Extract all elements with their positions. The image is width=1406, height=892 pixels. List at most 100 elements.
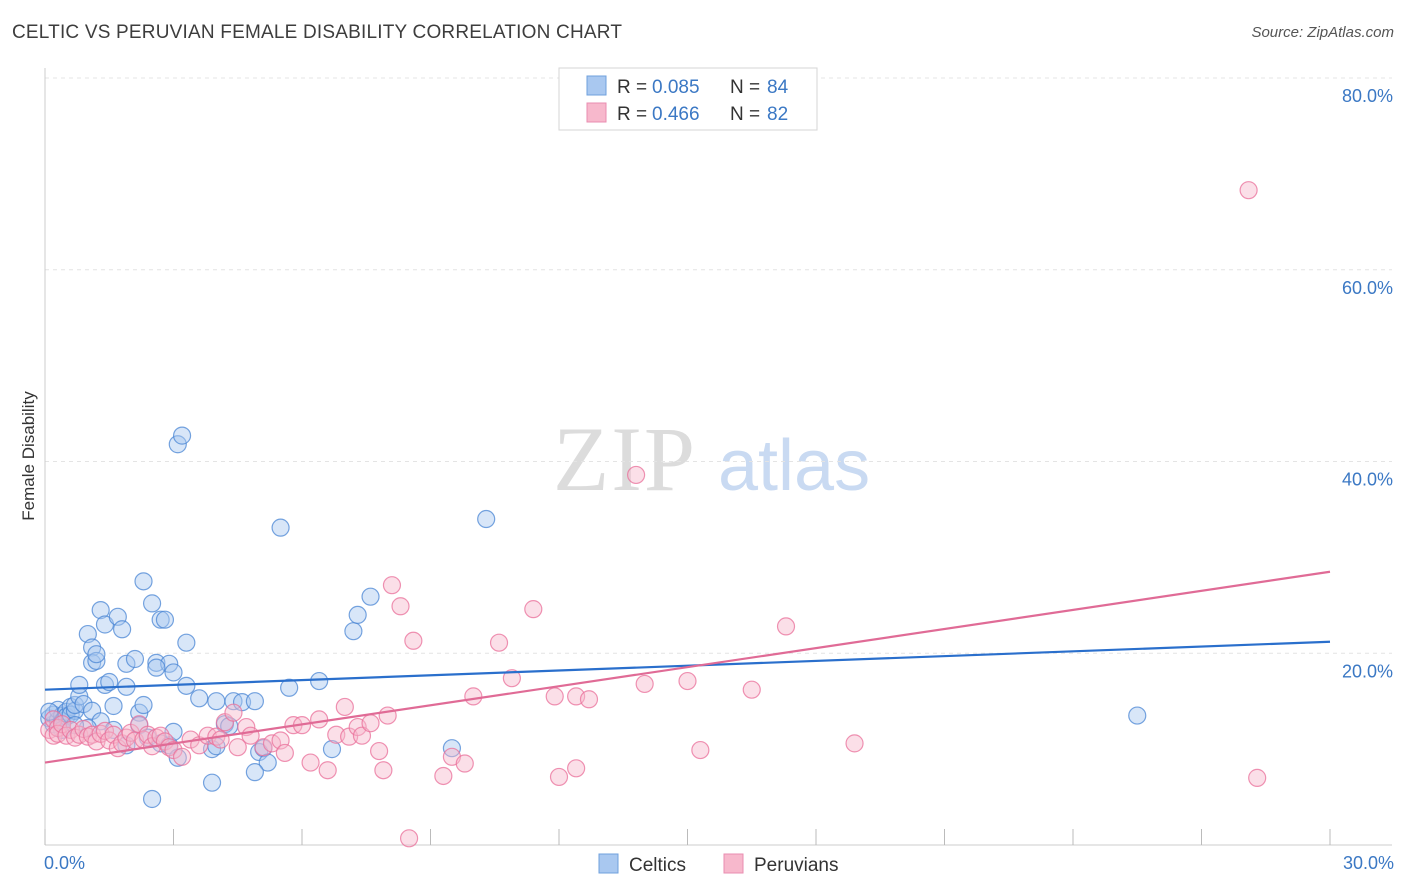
celtics-point	[134, 572, 153, 591]
x-tick-label-min: 0.0%	[44, 853, 85, 873]
peruvians-point	[378, 706, 397, 725]
celtics-point	[151, 610, 170, 629]
peruvians-point	[211, 730, 230, 749]
legend-box: R = 0.085 N = 84 R = 0.466 N = 82	[558, 67, 818, 131]
celtics-point	[147, 658, 166, 677]
celtics-point	[155, 610, 175, 629]
celtics-point	[361, 587, 380, 606]
celtics-point	[177, 676, 196, 695]
legend-r-value-2: 0.466	[652, 104, 700, 125]
watermark-zip: ZIP	[553, 408, 697, 510]
peruvians-point	[502, 669, 521, 688]
legend-r-value-1: 0.085	[652, 77, 700, 98]
bottom-legend: Celtics Peruvians	[598, 853, 839, 876]
y-tick-label: 60.0%	[1342, 278, 1393, 298]
peruvians-point	[626, 465, 646, 485]
celtics-point	[164, 663, 183, 682]
celtics-point	[78, 624, 97, 644]
legend-swatch-celtics	[586, 75, 607, 96]
legend-swatch-peruvians	[586, 102, 607, 123]
peruvians-point	[545, 687, 564, 706]
celtics-point	[202, 773, 222, 792]
peruvians-point	[691, 740, 710, 760]
peruvians-point	[44, 710, 63, 729]
peruvians-point	[391, 597, 410, 616]
celtics-point	[87, 645, 106, 664]
peruvians-point	[172, 747, 192, 766]
celtics-point	[104, 696, 123, 716]
celtics-point	[280, 678, 299, 697]
peruvians-point	[678, 671, 697, 691]
celtics-point	[117, 654, 136, 673]
watermark-atlas: atlas	[718, 426, 870, 506]
celtics-point	[134, 695, 153, 715]
peruvians-point	[374, 761, 393, 780]
y-tick-label: 40.0%	[1342, 470, 1393, 490]
bottom-legend-swatch-celtics	[598, 853, 619, 874]
peruvians-point	[95, 721, 115, 741]
celtics-point	[91, 601, 110, 620]
peruvians-point	[635, 674, 654, 694]
peruvians-point	[489, 633, 509, 652]
legend-n-label-2: N =	[730, 104, 760, 125]
peruvians-point	[1239, 181, 1258, 200]
celtics-point	[207, 692, 226, 711]
celtics-point	[147, 653, 166, 672]
peruvians-point	[301, 753, 320, 772]
peruvians-point	[361, 714, 380, 733]
celtics-point	[1128, 706, 1147, 725]
peruvians-point	[399, 829, 419, 848]
peruvians-point	[776, 617, 796, 636]
peruvians-point	[434, 766, 453, 786]
peruvians-point	[382, 576, 402, 595]
celtics-point	[177, 633, 196, 652]
peruvians-point	[275, 743, 294, 763]
peruvians-point	[404, 631, 423, 650]
peruvians-point	[228, 738, 247, 757]
peruvians-point	[310, 710, 329, 729]
celtics-point	[125, 649, 145, 669]
bottom-legend-peruvians: Peruvians	[754, 855, 839, 876]
celtics-point	[142, 594, 162, 613]
celtics-point	[190, 689, 209, 708]
celtics-trendline	[44, 640, 1331, 691]
peruvians-point	[224, 703, 243, 722]
celtics-point	[322, 740, 342, 759]
peruvians-trendline	[44, 570, 1331, 764]
peruvians-point	[524, 600, 543, 619]
celtics-point	[142, 789, 162, 809]
peruvians-point	[254, 738, 273, 757]
celtics-point	[168, 435, 187, 454]
legend-r-label-1: R =	[617, 77, 647, 98]
legend-r-label-2: R =	[617, 104, 647, 125]
celtics-point	[310, 671, 329, 691]
peruvians-point	[318, 761, 337, 780]
peruvians-point	[549, 767, 569, 787]
celtics-point	[348, 605, 367, 625]
celtics-point	[245, 692, 264, 711]
peruvians-point	[579, 690, 599, 709]
y-tick-label: 80.0%	[1342, 86, 1393, 106]
legend-n-value-2: 82	[767, 104, 788, 125]
legend-n-value-1: 84	[767, 77, 789, 98]
y-tick-label: 20.0%	[1342, 661, 1393, 681]
celtics-point	[245, 763, 264, 782]
peruvians-point	[1248, 768, 1267, 787]
peruvians-point	[742, 680, 761, 699]
celtics-point	[172, 426, 192, 445]
peruvians-point	[567, 759, 586, 778]
celtics-point	[344, 622, 363, 641]
x-tick-label-max: 30.0%	[1343, 853, 1394, 873]
peruvians-point	[455, 754, 474, 773]
celtics-point	[87, 651, 106, 671]
celtics-point	[271, 518, 290, 537]
peruvians-point	[352, 726, 372, 745]
chart-title: CELTIC VS PERUVIAN FEMALE DISABILITY COR…	[12, 22, 623, 43]
celtics-point	[112, 620, 132, 639]
peruvians-point	[845, 734, 864, 753]
legend-n-label-1: N =	[730, 77, 760, 98]
bottom-legend-celtics: Celtics	[629, 855, 686, 876]
source-label: Source: ZipAtlas.com	[1251, 24, 1394, 41]
peruvians-point	[464, 687, 483, 706]
